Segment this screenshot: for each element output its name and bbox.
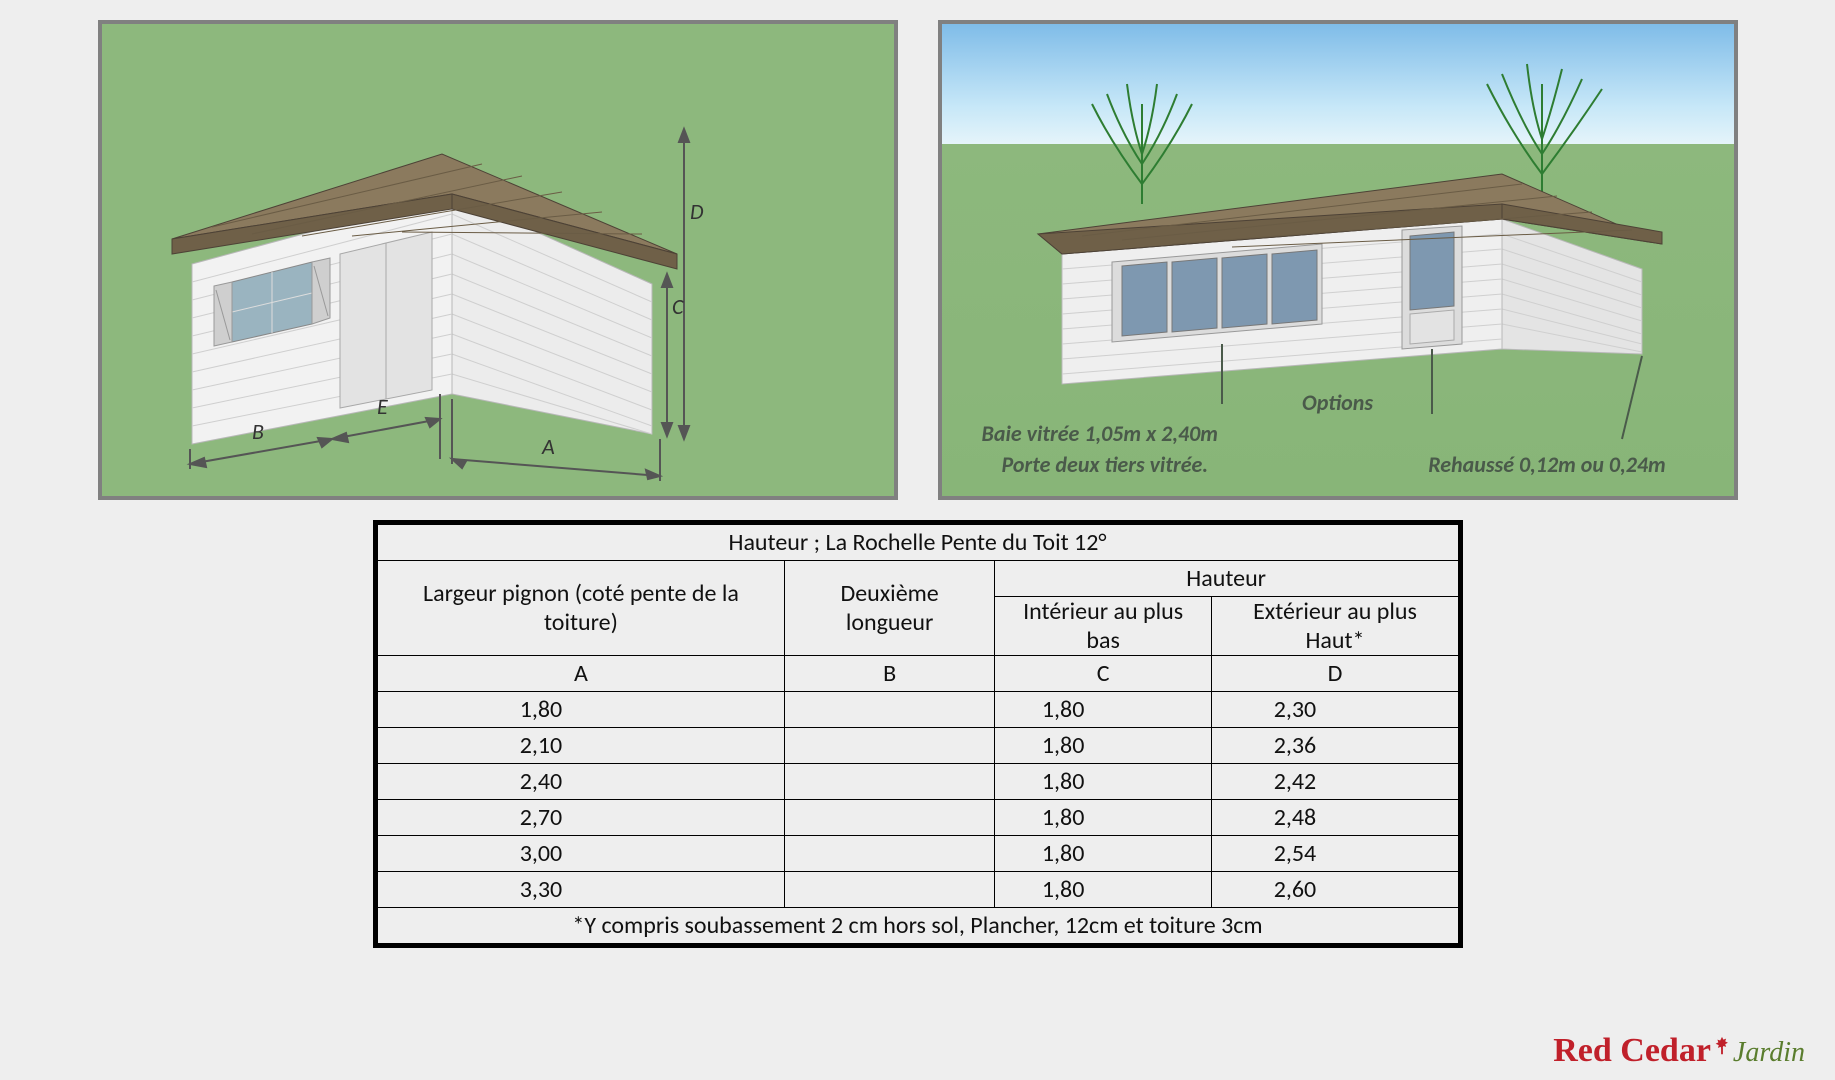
cell-A: 1,80 bbox=[377, 692, 785, 728]
cell-C: 1,80 bbox=[994, 836, 1212, 872]
cell-C: 1,80 bbox=[994, 764, 1212, 800]
table-row: 2,10 1,802,36 bbox=[377, 728, 1458, 764]
porte-label: Porte deux tiers vitrée. bbox=[1002, 451, 1209, 478]
cell-D: 2,42 bbox=[1212, 764, 1458, 800]
dim-E: E bbox=[377, 393, 388, 420]
cell-C: 1,80 bbox=[994, 692, 1212, 728]
brand-logo: Red Cedar Jardin bbox=[1553, 1032, 1805, 1070]
table-row: 2,40 1,802,42 bbox=[377, 764, 1458, 800]
dim-D: D bbox=[690, 198, 704, 225]
cell-D: 2,54 bbox=[1212, 836, 1458, 872]
cell-C: 1,80 bbox=[994, 728, 1212, 764]
header-exterieur: Extérieur au plus Haut* bbox=[1212, 597, 1458, 656]
rehausse-label: Rehaussé 0,12m ou 0,24m bbox=[1428, 451, 1666, 478]
brand-red: Red bbox=[1553, 1032, 1620, 1069]
table-row: 2,70 1,802,48 bbox=[377, 800, 1458, 836]
baie-vitree-label: Baie vitrée 1,05m x 2,40m bbox=[982, 420, 1694, 447]
cell-C: 1,80 bbox=[994, 872, 1212, 908]
cell-B bbox=[785, 728, 994, 764]
dimensioned-shed-panel: D C A bbox=[98, 20, 898, 500]
subheader-A: A bbox=[377, 656, 785, 692]
dimensions-table: Hauteur ; La Rochelle Pente du Toit 12° … bbox=[373, 520, 1463, 948]
header-hauteur-group: Hauteur bbox=[994, 561, 1458, 597]
options-labels: Options Baie vitrée 1,05m x 2,40m Porte … bbox=[982, 389, 1694, 478]
options-title: Options bbox=[982, 389, 1694, 416]
dim-A: A bbox=[541, 433, 555, 460]
cell-B bbox=[785, 872, 994, 908]
cell-A: 2,70 bbox=[377, 800, 785, 836]
subheader-B: B bbox=[785, 656, 994, 692]
cell-A: 3,00 bbox=[377, 836, 785, 872]
cell-B bbox=[785, 800, 994, 836]
cell-B bbox=[785, 764, 994, 800]
cell-B bbox=[785, 692, 994, 728]
header-deuxieme-longueur: Deuxième longueur bbox=[785, 561, 994, 656]
header-largeur-pignon: Largeur pignon (coté pente de la toiture… bbox=[377, 561, 785, 656]
table-row: 3,00 1,802,54 bbox=[377, 836, 1458, 872]
brand-cedar: Cedar bbox=[1620, 1032, 1711, 1069]
table-row: 3,30 1,802,60 bbox=[377, 872, 1458, 908]
maple-leaf-icon bbox=[1711, 1028, 1733, 1066]
cell-C: 1,80 bbox=[994, 800, 1212, 836]
cell-D: 2,36 bbox=[1212, 728, 1458, 764]
cell-D: 2,48 bbox=[1212, 800, 1458, 836]
cell-D: 2,30 bbox=[1212, 692, 1458, 728]
cell-B bbox=[785, 836, 994, 872]
shed-3d-view: D C A bbox=[132, 64, 692, 484]
dim-C: C bbox=[672, 293, 684, 320]
options-shed-panel: Options Baie vitrée 1,05m x 2,40m Porte … bbox=[938, 20, 1738, 500]
dim-B: B bbox=[252, 418, 264, 445]
brand-jardin: Jardin bbox=[1733, 1037, 1805, 1068]
table-title: Hauteur ; La Rochelle Pente du Toit 12° bbox=[377, 525, 1458, 561]
cell-A: 3,30 bbox=[377, 872, 785, 908]
table-row: 1,801,802,30 bbox=[377, 692, 1458, 728]
cell-D: 2,60 bbox=[1212, 872, 1458, 908]
subheader-D: D bbox=[1212, 656, 1458, 692]
subheader-C: C bbox=[994, 656, 1212, 692]
table-footnote: *Y compris soubassement 2 cm hors sol, P… bbox=[377, 908, 1458, 944]
header-interieur: Intérieur au plus bas bbox=[994, 597, 1212, 656]
cell-A: 2,40 bbox=[377, 764, 785, 800]
cell-A: 2,10 bbox=[377, 728, 785, 764]
